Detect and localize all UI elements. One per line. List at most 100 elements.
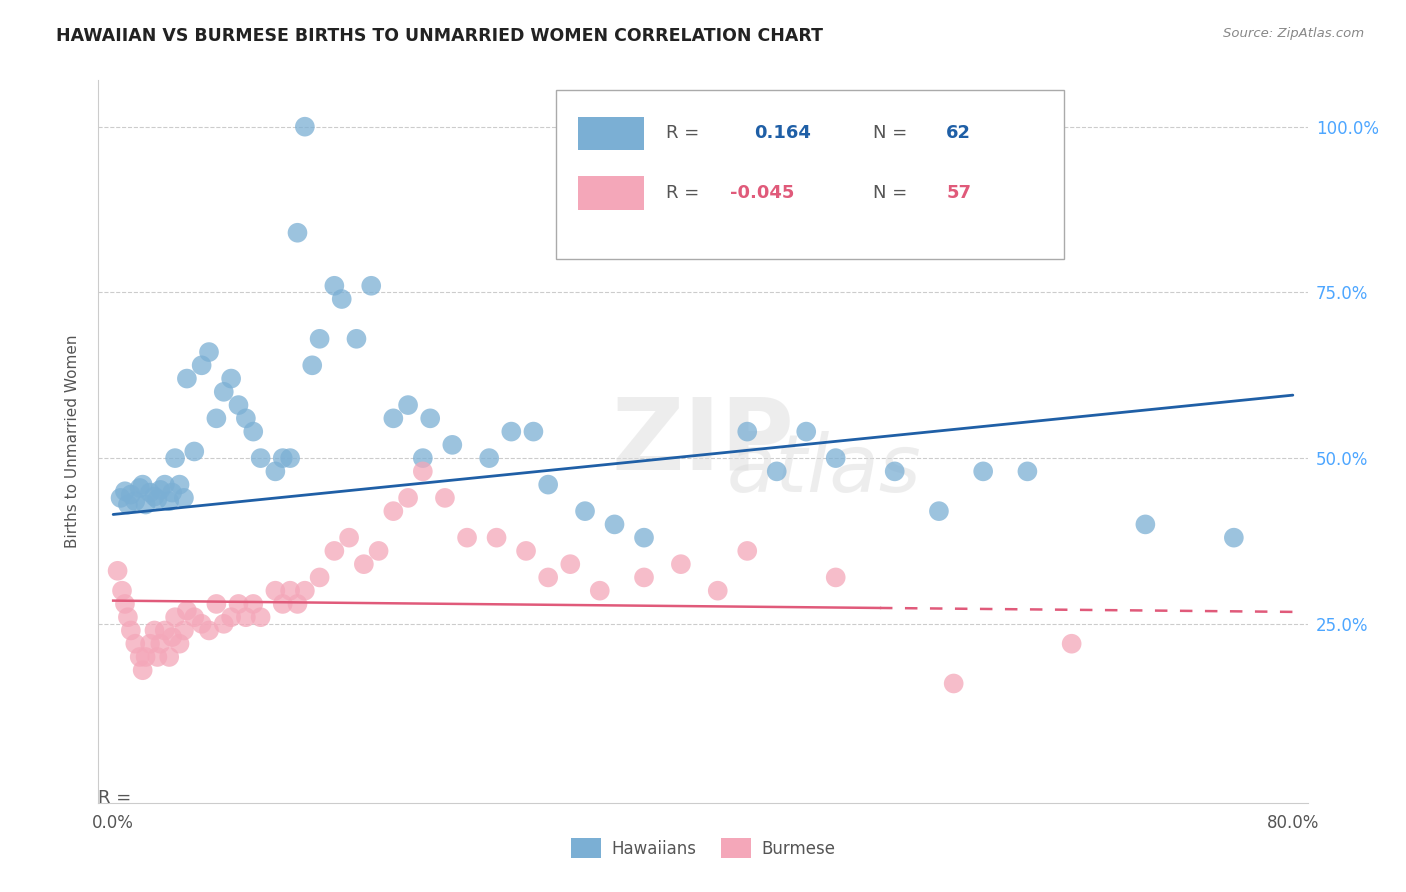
Point [110, 491, 132, 505]
Point [883, 464, 905, 478]
Point [396, 491, 419, 505]
Point [928, 504, 950, 518]
Point [242, 597, 264, 611]
Point [212, 384, 235, 399]
Point [198, 345, 221, 359]
Point [135, 650, 157, 665]
Point [235, 610, 257, 624]
Text: N =: N = [873, 124, 907, 143]
Point [633, 531, 655, 545]
Point [176, 603, 198, 617]
Point [972, 464, 994, 478]
Point [1060, 637, 1083, 651]
Y-axis label: Births to Unmarried Women: Births to Unmarried Women [65, 334, 80, 549]
Point [287, 597, 309, 611]
Text: R =: R = [666, 184, 706, 202]
Point [323, 278, 346, 293]
Point [353, 557, 375, 571]
Point [153, 624, 176, 638]
Point [382, 504, 405, 518]
Point [294, 583, 316, 598]
Point [522, 425, 544, 439]
Point [190, 616, 212, 631]
Point [117, 610, 139, 624]
FancyBboxPatch shape [555, 90, 1064, 260]
Point [205, 411, 228, 425]
Text: R =: R = [98, 789, 143, 806]
Point [235, 411, 257, 425]
Point [146, 650, 169, 665]
Point [153, 477, 176, 491]
Point [131, 663, 153, 677]
Point [249, 451, 271, 466]
Point [278, 451, 301, 466]
Point [212, 616, 235, 631]
Point [228, 398, 250, 412]
Point [485, 531, 508, 545]
Point [412, 451, 434, 466]
Point [433, 491, 456, 505]
Point [271, 451, 294, 466]
Point [441, 438, 464, 452]
Point [114, 484, 136, 499]
Point [124, 637, 146, 651]
Text: R =: R = [666, 124, 699, 143]
Point [706, 583, 728, 598]
Point [128, 481, 150, 495]
Point [219, 371, 242, 385]
Text: HAWAIIAN VS BURMESE BIRTHS TO UNMARRIED WOMEN CORRELATION CHART: HAWAIIAN VS BURMESE BIRTHS TO UNMARRIED … [56, 27, 824, 45]
Point [735, 425, 758, 439]
Point [278, 583, 301, 598]
Point [114, 597, 136, 611]
Point [360, 278, 382, 293]
Point [124, 494, 146, 508]
Point [176, 371, 198, 385]
Point [143, 490, 166, 504]
Point [157, 494, 180, 508]
Point [1135, 517, 1157, 532]
Point [419, 411, 441, 425]
Point [143, 624, 166, 638]
Point [149, 483, 172, 497]
Point [765, 464, 787, 478]
Point [190, 359, 212, 373]
Point [301, 359, 323, 373]
Point [346, 332, 368, 346]
Point [633, 570, 655, 584]
Text: atlas: atlas [727, 432, 921, 509]
Text: N =: N = [873, 184, 907, 202]
Point [183, 444, 205, 458]
Point [824, 451, 846, 466]
Point [128, 650, 150, 665]
Point [1017, 464, 1039, 478]
Point [308, 570, 330, 584]
Point [456, 531, 478, 545]
Point [560, 557, 582, 571]
Point [337, 531, 360, 545]
Point [942, 676, 965, 690]
Point [120, 487, 142, 501]
Text: -0.045: -0.045 [730, 184, 794, 202]
Point [1223, 531, 1246, 545]
Point [515, 544, 537, 558]
Point [287, 226, 309, 240]
Point [219, 610, 242, 624]
Text: ZIP: ZIP [612, 393, 794, 490]
Point [146, 492, 169, 507]
Point [735, 544, 758, 558]
Point [271, 597, 294, 611]
Point [120, 624, 142, 638]
Point [669, 557, 692, 571]
Point [264, 464, 287, 478]
Point [117, 498, 139, 512]
Text: 57: 57 [946, 184, 972, 202]
Point [412, 464, 434, 478]
Point [131, 477, 153, 491]
Point [501, 425, 523, 439]
Point [139, 485, 162, 500]
Point [323, 544, 346, 558]
Point [228, 597, 250, 611]
Point [824, 570, 846, 584]
Point [165, 610, 187, 624]
Point [249, 610, 271, 624]
